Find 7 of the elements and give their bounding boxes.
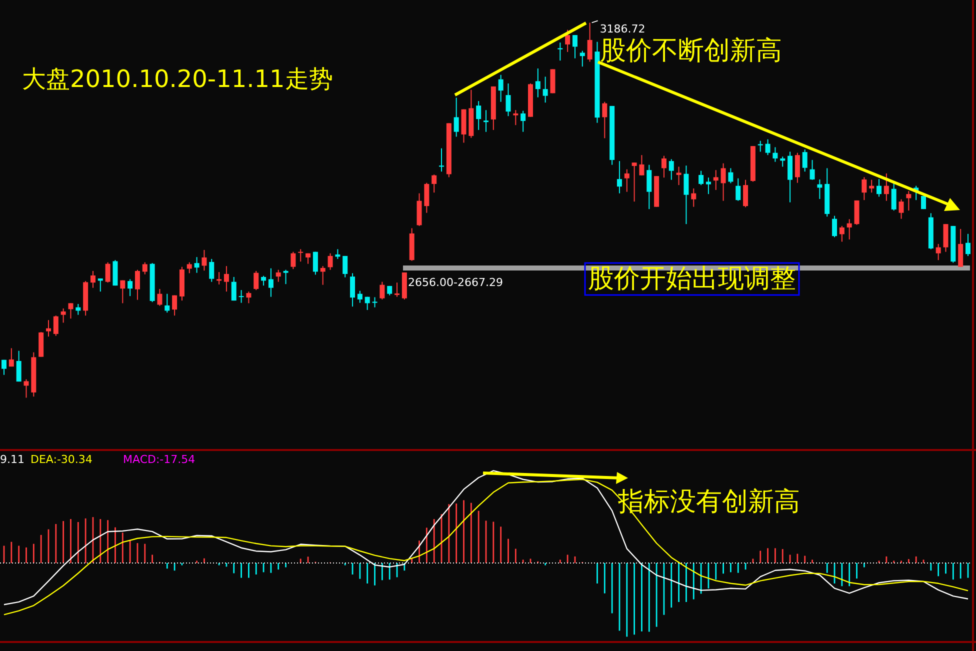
text: MACD:-17.54 — [123, 453, 196, 466]
text: 大盘2010.10.20-11.11走势 — [22, 65, 333, 93]
annotation: 3186.72 — [600, 22, 646, 36]
annotation: 股价不断创新高 — [600, 36, 782, 66]
text: 9.11 — [0, 453, 24, 466]
text: DEA:-30.34 — [30, 453, 92, 466]
annotation: 2656.00-2667.29 — [408, 276, 503, 289]
